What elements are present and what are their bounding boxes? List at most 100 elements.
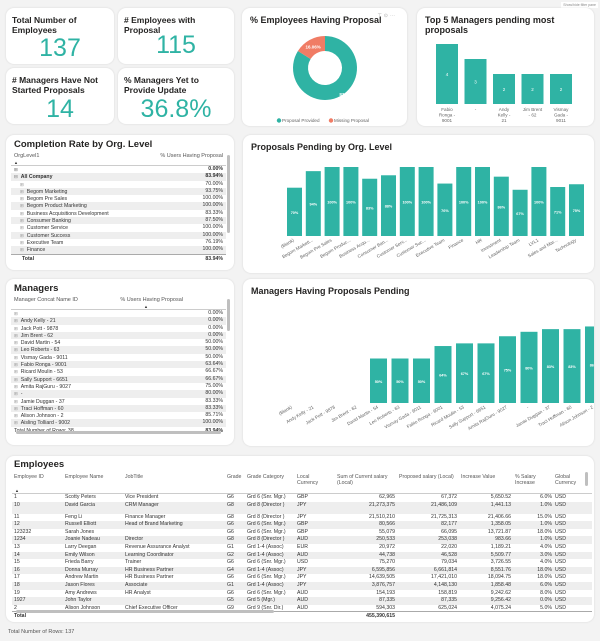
table-row[interactable]: 13 Larry Deegan Revenue Assurance Analyst G… <box>12 544 592 552</box>
show-hide-filter-pane-button[interactable]: Show/hide filter pane <box>561 2 598 8</box>
expand-icon[interactable]: ⊞ <box>14 354 18 360</box>
table-row[interactable]: 11 Feng Li Finance Manager G8 Grd 8 (Directo… <box>12 514 592 522</box>
bar[interactable] <box>456 343 473 403</box>
table-row[interactable]: 1 Scotty Peters Vice President G6 Grd 6 (Snr… <box>12 494 592 502</box>
matrix-row[interactable]: ⊞ Jamie Duggan - 37 83.33% <box>11 398 226 405</box>
matrix-row[interactable]: ⊞ Alison Johnson - 2 85.71% <box>11 412 226 419</box>
matrix-row[interactable]: ⊞ David Martin - 54 50.00% <box>11 339 226 346</box>
expand-icon[interactable]: ⊞ <box>14 376 18 382</box>
matrix-row[interactable]: ⊟ All Company 83.94% <box>11 173 226 181</box>
matrix-row[interactable]: ⊞ Vismay Gada - 9011 50.00% <box>11 354 226 361</box>
bar[interactable] <box>521 74 544 104</box>
bar[interactable] <box>531 167 547 236</box>
bar[interactable] <box>475 167 490 236</box>
table-row[interactable]: 10 David Garcia CRM Manager G8 Grd 8 (Direct… <box>12 501 592 514</box>
filter-icon[interactable]: ⊤ <box>377 13 384 19</box>
bar[interactable] <box>456 167 472 236</box>
table-row[interactable]: 19 Amy Andrews HR Analyst G6 Grd 6 (Snr. Mgr… <box>12 590 592 598</box>
matrix-row[interactable]: ⊞ Customer Success 100.00% <box>11 231 226 239</box>
table-row[interactable]: 12 Russell Elliott Head of Brand Marketing… <box>12 521 592 529</box>
expand-icon[interactable]: ⊞ <box>14 347 18 353</box>
sort-ascending-icon[interactable]: ▲ <box>14 160 18 165</box>
column-header[interactable]: Grade Category <box>247 474 284 480</box>
bar[interactable] <box>362 178 378 236</box>
column-header[interactable]: Employee Name <box>65 474 104 480</box>
expand-icon[interactable]: ⊞ <box>14 398 18 404</box>
bar[interactable] <box>413 358 430 404</box>
matrix-row[interactable]: ⊞ Begom Product Marketing 100.00% <box>11 202 226 210</box>
table-row[interactable]: 2 Alison Johnson Chief Executive Officer G9… <box>12 605 592 611</box>
table-row[interactable]: 14 Emily Wilson Learning Coordinator G2 Grd … <box>12 551 592 560</box>
bar[interactable] <box>550 74 572 104</box>
bar[interactable] <box>437 183 453 236</box>
column-header[interactable]: JobTitle <box>125 474 143 480</box>
legend-label[interactable]: Proposal Provided <box>282 118 320 123</box>
table-row[interactable]: 18 Jason Flores Associate G1 Grd 1-4 (Assoc)… <box>12 581 592 590</box>
expand-icon[interactable]: ⊞ <box>14 362 18 368</box>
bar[interactable] <box>499 336 516 403</box>
expand-icon[interactable]: ⊞ <box>20 239 24 245</box>
table-row[interactable]: 1234 Joanie Nadeau Director G8 Grd 8 (Direct… <box>12 536 592 544</box>
column-header[interactable]: Grade <box>227 474 242 480</box>
horizontal-scrollbar[interactable] <box>16 610 274 613</box>
expand-icon[interactable]: ⊞ <box>14 391 18 397</box>
bar[interactable] <box>324 167 340 236</box>
expand-icon[interactable]: ⊞ <box>20 188 24 194</box>
bar[interactable] <box>550 187 566 236</box>
bar[interactable] <box>287 187 302 236</box>
sort-ascending-icon[interactable]: ▲ <box>144 304 148 309</box>
column-header[interactable]: Global Currency <box>555 474 577 486</box>
matrix-row[interactable]: ⊞ Jack Pott - 9878 0.00% <box>11 325 226 332</box>
column-header[interactable]: Employee ID <box>14 474 44 480</box>
visual-header-icons[interactable]: ⊤⊙⋯ <box>377 13 397 19</box>
matrix-row[interactable]: ⊞ Finance 100.00% <box>11 246 226 254</box>
expand-icon[interactable]: ⊞ <box>14 311 18 316</box>
bar[interactable] <box>464 59 487 104</box>
expand-icon[interactable]: ⊞ <box>20 225 24 231</box>
matrix-row[interactable]: ⊞ Traci Hoffman - 60 83.33% <box>11 404 226 413</box>
expand-icon[interactable]: ⊞ <box>14 369 18 375</box>
expand-icon[interactable]: ⊟ <box>14 174 18 180</box>
bar[interactable] <box>399 167 415 236</box>
expand-icon[interactable]: ⊞ <box>14 383 18 389</box>
matrix-row[interactable]: ⊞ Fabio Ronga - 9001 63.64% <box>11 361 226 369</box>
table-row[interactable]: 123232 Sarah Jones G6 Grd 6 (Snr. Mgr.) GBP 5… <box>12 529 592 537</box>
table-row[interactable]: 17 Andrew Martin HR Business Partner G6 Grd … <box>12 574 592 582</box>
expand-icon[interactable]: ⊞ <box>14 413 18 419</box>
bar[interactable] <box>512 189 528 236</box>
bar[interactable] <box>477 343 495 403</box>
expand-icon[interactable]: ⊞ <box>20 232 24 238</box>
expand-icon[interactable]: ⊞ <box>14 318 18 324</box>
bar[interactable] <box>381 175 396 236</box>
matrix-row[interactable]: ⊞ 0.00% <box>11 166 226 173</box>
matrix-row[interactable]: ⊞ Customer Service 100.00% <box>11 224 226 231</box>
matrix-row[interactable]: ⊞ Leo Roberts - 63 50.00% <box>11 346 226 354</box>
vertical-scrollbar[interactable] <box>227 155 230 233</box>
matrix-row[interactable]: ⊞ Jim Brent - 62 0.00% <box>11 331 226 340</box>
expand-icon[interactable]: ⊞ <box>14 332 18 338</box>
bar[interactable] <box>569 184 584 236</box>
bar[interactable] <box>305 171 321 236</box>
vertical-scrollbar[interactable] <box>227 299 230 331</box>
bar[interactable] <box>370 358 387 404</box>
column-header[interactable]: Proposed salary (Local) <box>399 474 454 480</box>
column-header[interactable]: % Salary Increase <box>515 474 536 486</box>
col-users-having-proposal[interactable]: % Users Having Proposal <box>120 297 183 303</box>
col-orglevel1[interactable]: OrgLevel1 <box>14 153 40 159</box>
matrix-row[interactable]: ⊞ Aisling Tolliard - 9002 100.00% <box>11 419 226 427</box>
expand-icon[interactable]: ⊞ <box>20 203 24 209</box>
sort-ascending-icon[interactable]: ▲ <box>15 488 19 493</box>
donut-slice-missing-proposal[interactable] <box>297 36 325 59</box>
donut-slice-proposal-provided[interactable] <box>293 36 357 100</box>
expand-icon[interactable]: ⊞ <box>20 218 24 224</box>
matrix-row[interactable]: ⊞ Andy Kelly - 21 0.00% <box>11 317 226 325</box>
column-header[interactable]: Local Currency <box>297 474 319 486</box>
matrix-row[interactable]: ⊞ Executive Team 76.19% <box>11 239 226 246</box>
expand-icon[interactable]: ⊞ <box>20 210 24 216</box>
expand-icon[interactable]: ⊞ <box>20 247 24 253</box>
bar[interactable] <box>434 346 452 403</box>
bar[interactable] <box>436 44 458 104</box>
matrix-row[interactable]: ⊞ 0.00% <box>11 310 226 317</box>
bar[interactable] <box>343 167 359 236</box>
vertical-scrollbar[interactable] <box>585 472 588 486</box>
